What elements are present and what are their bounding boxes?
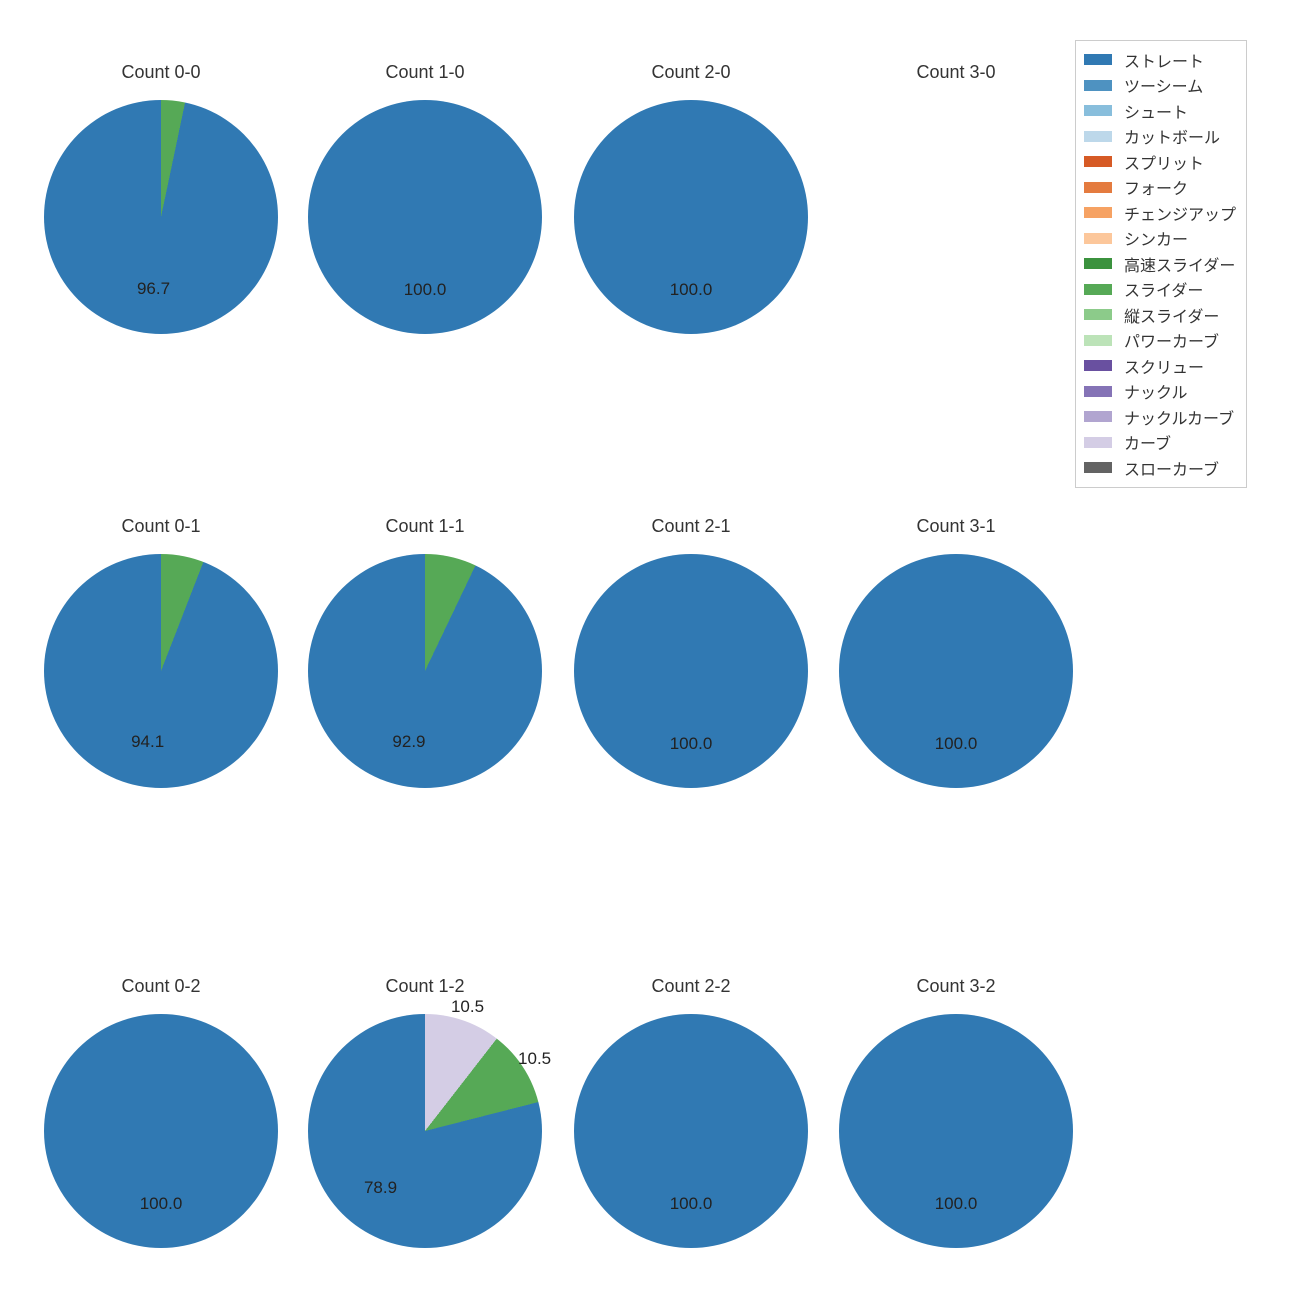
legend-swatch (1084, 156, 1112, 167)
pie-panel: Count 3-2100.0 (825, 1000, 1087, 1262)
legend-swatch (1084, 309, 1112, 320)
legend-item: シュート (1084, 98, 1236, 124)
slice-label: 100.0 (670, 1194, 713, 1214)
legend-item: フォーク (1084, 175, 1236, 201)
slice-label: 94.1 (131, 732, 164, 752)
legend-label: 高速スライダー (1124, 252, 1235, 276)
pie-panel: Count 3-0 (825, 86, 1087, 348)
legend-label: ナックルカーブ (1124, 405, 1234, 429)
legend-label: 縦スライダー (1124, 303, 1219, 327)
legend-swatch (1084, 131, 1112, 142)
pie-panel: Count 1-278.910.510.5 (294, 1000, 556, 1262)
legend-item: 縦スライダー (1084, 302, 1236, 328)
pie-panel: Count 1-0100.0 (294, 86, 556, 348)
legend-item: シンカー (1084, 226, 1236, 252)
legend-swatch (1084, 360, 1112, 371)
legend-item: チェンジアップ (1084, 200, 1236, 226)
legend-label: フォーク (1124, 175, 1188, 199)
panel-title: Count 2-2 (560, 976, 822, 997)
legend-swatch (1084, 411, 1112, 422)
pie-chart (308, 1014, 542, 1248)
chart-canvas: Count 0-096.7Count 1-0100.0Count 2-0100.… (0, 0, 1300, 1300)
slice-label: 100.0 (140, 1194, 183, 1214)
legend-item: スクリュー (1084, 353, 1236, 379)
legend-swatch (1084, 284, 1112, 295)
panel-title: Count 1-1 (294, 516, 556, 537)
pie-panel: Count 1-192.9 (294, 540, 556, 802)
slice-label: 96.7 (137, 279, 170, 299)
legend-label: ストレート (1124, 48, 1204, 72)
legend-label: シンカー (1124, 226, 1188, 250)
panel-title: Count 1-0 (294, 62, 556, 83)
legend-item: ナックルカーブ (1084, 404, 1236, 430)
legend-label: スライダー (1124, 277, 1203, 301)
legend-label: ナックル (1124, 379, 1188, 403)
slice-label: 100.0 (935, 1194, 978, 1214)
legend-swatch (1084, 335, 1112, 346)
pie-panel: Count 0-194.1 (30, 540, 292, 802)
legend-label: カットボール (1124, 124, 1220, 148)
panel-title: Count 3-2 (825, 976, 1087, 997)
panel-title: Count 0-2 (30, 976, 292, 997)
legend-swatch (1084, 54, 1112, 65)
pie-panel: Count 0-096.7 (30, 86, 292, 348)
legend-swatch (1084, 258, 1112, 269)
legend-item: ツーシーム (1084, 73, 1236, 99)
legend-label: チェンジアップ (1124, 201, 1236, 225)
panel-title: Count 3-1 (825, 516, 1087, 537)
legend-label: スローカーブ (1124, 456, 1219, 480)
legend-item: カーブ (1084, 430, 1236, 456)
slice-label: 100.0 (670, 280, 713, 300)
slice-label: 92.9 (392, 732, 425, 752)
slice-label: 78.9 (364, 1178, 397, 1198)
legend-item: スプリット (1084, 149, 1236, 175)
legend-swatch (1084, 105, 1112, 116)
panel-title: Count 2-0 (560, 62, 822, 83)
legend-item: ナックル (1084, 379, 1236, 405)
legend-swatch (1084, 437, 1112, 448)
slice-label: 100.0 (670, 734, 713, 754)
legend-label: スクリュー (1124, 354, 1204, 378)
legend-swatch (1084, 80, 1112, 91)
pie-chart (308, 554, 542, 788)
slice-label: 10.5 (451, 997, 484, 1017)
legend-label: シュート (1124, 99, 1188, 123)
legend-item: スライダー (1084, 277, 1236, 303)
legend-swatch (1084, 462, 1112, 473)
slice-label: 10.5 (518, 1049, 551, 1069)
legend-swatch (1084, 386, 1112, 397)
panel-title: Count 0-0 (30, 62, 292, 83)
legend-item: スローカーブ (1084, 455, 1236, 481)
legend-swatch (1084, 182, 1112, 193)
pie-panel: Count 2-2100.0 (560, 1000, 822, 1262)
legend-item: パワーカーブ (1084, 328, 1236, 354)
legend-swatch (1084, 233, 1112, 244)
legend-label: カーブ (1124, 430, 1171, 454)
slice-label: 100.0 (404, 280, 447, 300)
pie-panel: Count 3-1100.0 (825, 540, 1087, 802)
legend-label: スプリット (1124, 150, 1204, 174)
legend-label: ツーシーム (1124, 73, 1203, 97)
legend-item: 高速スライダー (1084, 251, 1236, 277)
pie-panel: Count 2-1100.0 (560, 540, 822, 802)
pie-panel: Count 0-2100.0 (30, 1000, 292, 1262)
legend: ストレートツーシームシュートカットボールスプリットフォークチェンジアップシンカー… (1075, 40, 1247, 488)
panel-title: Count 1-2 (294, 976, 556, 997)
pie-panel: Count 2-0100.0 (560, 86, 822, 348)
panel-title: Count 2-1 (560, 516, 822, 537)
slice-label: 100.0 (935, 734, 978, 754)
panel-title: Count 0-1 (30, 516, 292, 537)
legend-item: ストレート (1084, 47, 1236, 73)
legend-label: パワーカーブ (1124, 328, 1219, 352)
legend-swatch (1084, 207, 1112, 218)
legend-item: カットボール (1084, 124, 1236, 150)
panel-title: Count 3-0 (825, 62, 1087, 83)
pie-chart (44, 554, 278, 788)
